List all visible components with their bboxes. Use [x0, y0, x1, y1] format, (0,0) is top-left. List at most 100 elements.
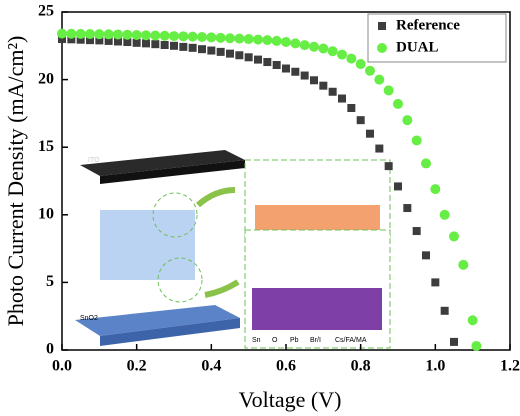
- marker: [57, 28, 67, 39]
- marker: [170, 41, 178, 50]
- marker: [243, 34, 254, 45]
- marker: [131, 29, 142, 40]
- marker: [291, 67, 300, 76]
- marker: [271, 35, 282, 46]
- marker: [309, 41, 319, 52]
- marker: [422, 251, 430, 260]
- marker: [346, 53, 357, 64]
- inset-label: Br/I: [310, 337, 321, 344]
- marker: [151, 40, 160, 49]
- x-tick-label: 0.0: [52, 358, 72, 375]
- marker: [402, 115, 413, 126]
- x-tick-label: 1.2: [500, 358, 520, 375]
- marker: [375, 144, 384, 153]
- inset-label: Cs/FA/MA: [335, 337, 367, 344]
- y-tick-label: 10: [38, 205, 54, 222]
- legend-label: Reference: [396, 17, 460, 33]
- top-plate-side: [100, 160, 245, 184]
- x-axis-label: Voltage (V): [239, 387, 342, 412]
- marker: [394, 182, 402, 191]
- inset-label: SnO2: [80, 315, 98, 322]
- marker: [141, 30, 151, 41]
- marker: [356, 116, 365, 125]
- marker: [215, 32, 226, 43]
- marker: [374, 74, 385, 85]
- y-tick-label: 0: [46, 341, 54, 358]
- marker: [290, 38, 301, 49]
- marker: [355, 59, 366, 70]
- highlight: [152, 192, 198, 238]
- marker: [412, 227, 421, 236]
- marker: [439, 209, 450, 220]
- legend-label: DUAL: [396, 39, 439, 55]
- marker: [467, 315, 478, 326]
- marker: [76, 35, 85, 44]
- marker: [377, 43, 387, 53]
- legend: [367, 13, 507, 63]
- x-tick-label: 1.0: [425, 358, 445, 375]
- marker: [244, 53, 253, 62]
- marker: [142, 39, 150, 48]
- marker: [282, 64, 290, 73]
- marker: [216, 47, 225, 56]
- marker: [272, 60, 281, 69]
- marker: [235, 51, 244, 60]
- marker: [378, 22, 386, 30]
- marker: [421, 158, 431, 169]
- marker: [225, 33, 235, 44]
- marker: [411, 135, 422, 146]
- marker: [150, 30, 161, 41]
- bottom-plate-side: [100, 318, 240, 346]
- marker: [318, 43, 329, 54]
- marker: [160, 40, 169, 49]
- x-tick-label: 0.8: [351, 358, 371, 375]
- marker: [403, 204, 412, 213]
- marker: [281, 37, 291, 48]
- marker: [123, 38, 132, 47]
- marker: [132, 38, 141, 47]
- y-tick-label: 15: [38, 138, 54, 155]
- marker: [328, 87, 337, 96]
- x-tick-label: 0.2: [127, 358, 147, 375]
- marker: [86, 36, 94, 45]
- marker: [178, 31, 189, 42]
- marker: [319, 81, 328, 90]
- marker: [179, 42, 188, 51]
- marker: [458, 259, 469, 270]
- marker: [347, 103, 356, 112]
- marker: [122, 29, 133, 40]
- marker: [393, 98, 403, 109]
- marker: [188, 43, 197, 52]
- marker: [187, 31, 198, 42]
- crystal: [100, 210, 195, 280]
- bottom-plate: [75, 305, 240, 336]
- marker: [159, 30, 170, 41]
- marker: [440, 306, 449, 315]
- marker: [197, 32, 207, 43]
- marker: [114, 37, 122, 46]
- marker: [104, 36, 113, 45]
- y-tick-label: 25: [38, 3, 54, 20]
- arrow: [196, 187, 236, 208]
- marker: [234, 33, 245, 44]
- marker: [67, 35, 76, 44]
- marker: [95, 36, 104, 45]
- x-tick-label: 0.6: [276, 358, 296, 375]
- marker: [253, 34, 263, 45]
- marker: [450, 337, 458, 346]
- marker: [262, 35, 273, 46]
- marker: [206, 32, 217, 43]
- marker: [75, 28, 86, 39]
- layer: [252, 288, 382, 330]
- arrow: [204, 279, 240, 298]
- marker: [299, 40, 310, 51]
- marker: [169, 31, 179, 42]
- marker: [310, 76, 318, 85]
- marker: [58, 35, 66, 44]
- marker: [113, 29, 123, 40]
- marker: [449, 231, 459, 242]
- marker: [263, 58, 272, 67]
- marker: [85, 29, 95, 40]
- inset-label: O: [272, 337, 278, 344]
- marker: [103, 29, 114, 40]
